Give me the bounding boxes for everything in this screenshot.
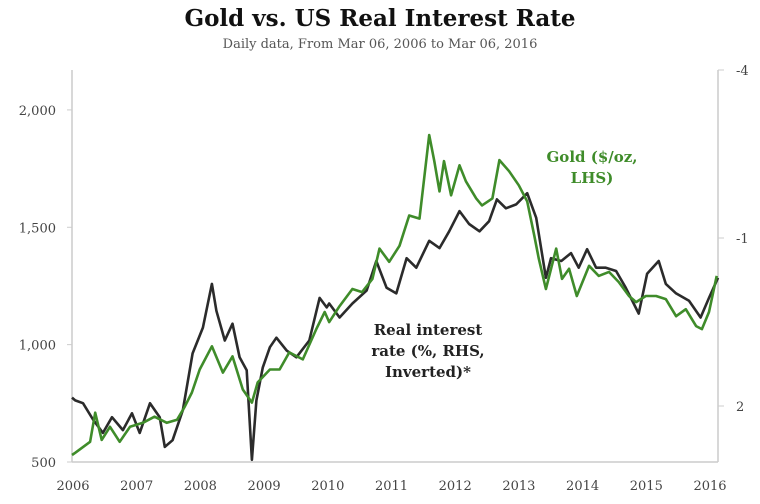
x-tick-label: 2015 — [630, 479, 663, 494]
x-tick-label: 2013 — [502, 479, 535, 494]
x-tick-label: 2014 — [566, 479, 599, 494]
gold-annotation: Gold ($/oz, LHS) — [547, 148, 638, 187]
right-tick-label: -4 — [736, 64, 749, 79]
left-tick-label: 2,000 — [19, 104, 56, 119]
right-tick-label: 2 — [736, 400, 744, 415]
left-tick-label: 500 — [31, 456, 56, 471]
chart-title: Gold vs. US Real Interest Rate — [184, 5, 575, 32]
gold-annotation-line-2: LHS) — [571, 169, 614, 187]
x-tick-label: 2012 — [439, 479, 472, 494]
x-tick-label: 2011 — [375, 479, 408, 494]
right-tick-label: -1 — [736, 232, 749, 247]
rate-annotation: Real interest rate (%, RHS, Inverted)* — [371, 321, 484, 381]
x-tick-label: 2016 — [693, 479, 726, 494]
gold-series-line — [71, 133, 718, 457]
series-lines — [71, 133, 720, 462]
x-tick-label: 2009 — [248, 479, 281, 494]
rate-annotation-line-1: Real interest — [374, 321, 483, 339]
rate-annotation-line-3: Inverted)* — [385, 363, 471, 381]
x-tick-label: 2010 — [311, 479, 344, 494]
left-tick-label: 1,000 — [19, 339, 56, 354]
x-tick-label: 2008 — [184, 479, 217, 494]
axes: 500 1,000 1,500 2,000 -4 -1 2 2006 2007 2008 2009 2… — [19, 64, 749, 494]
gold-annotation-line-1: Gold ($/oz, — [547, 148, 638, 166]
rate-annotation-line-2: rate (%, RHS, — [371, 342, 484, 360]
left-tick-label: 1,500 — [19, 221, 56, 236]
x-tick-label: 2007 — [120, 479, 153, 494]
x-tick-label: 2006 — [56, 479, 89, 494]
chart-subtitle: Daily data, From Mar 06, 2006 to Mar 06,… — [223, 37, 538, 52]
